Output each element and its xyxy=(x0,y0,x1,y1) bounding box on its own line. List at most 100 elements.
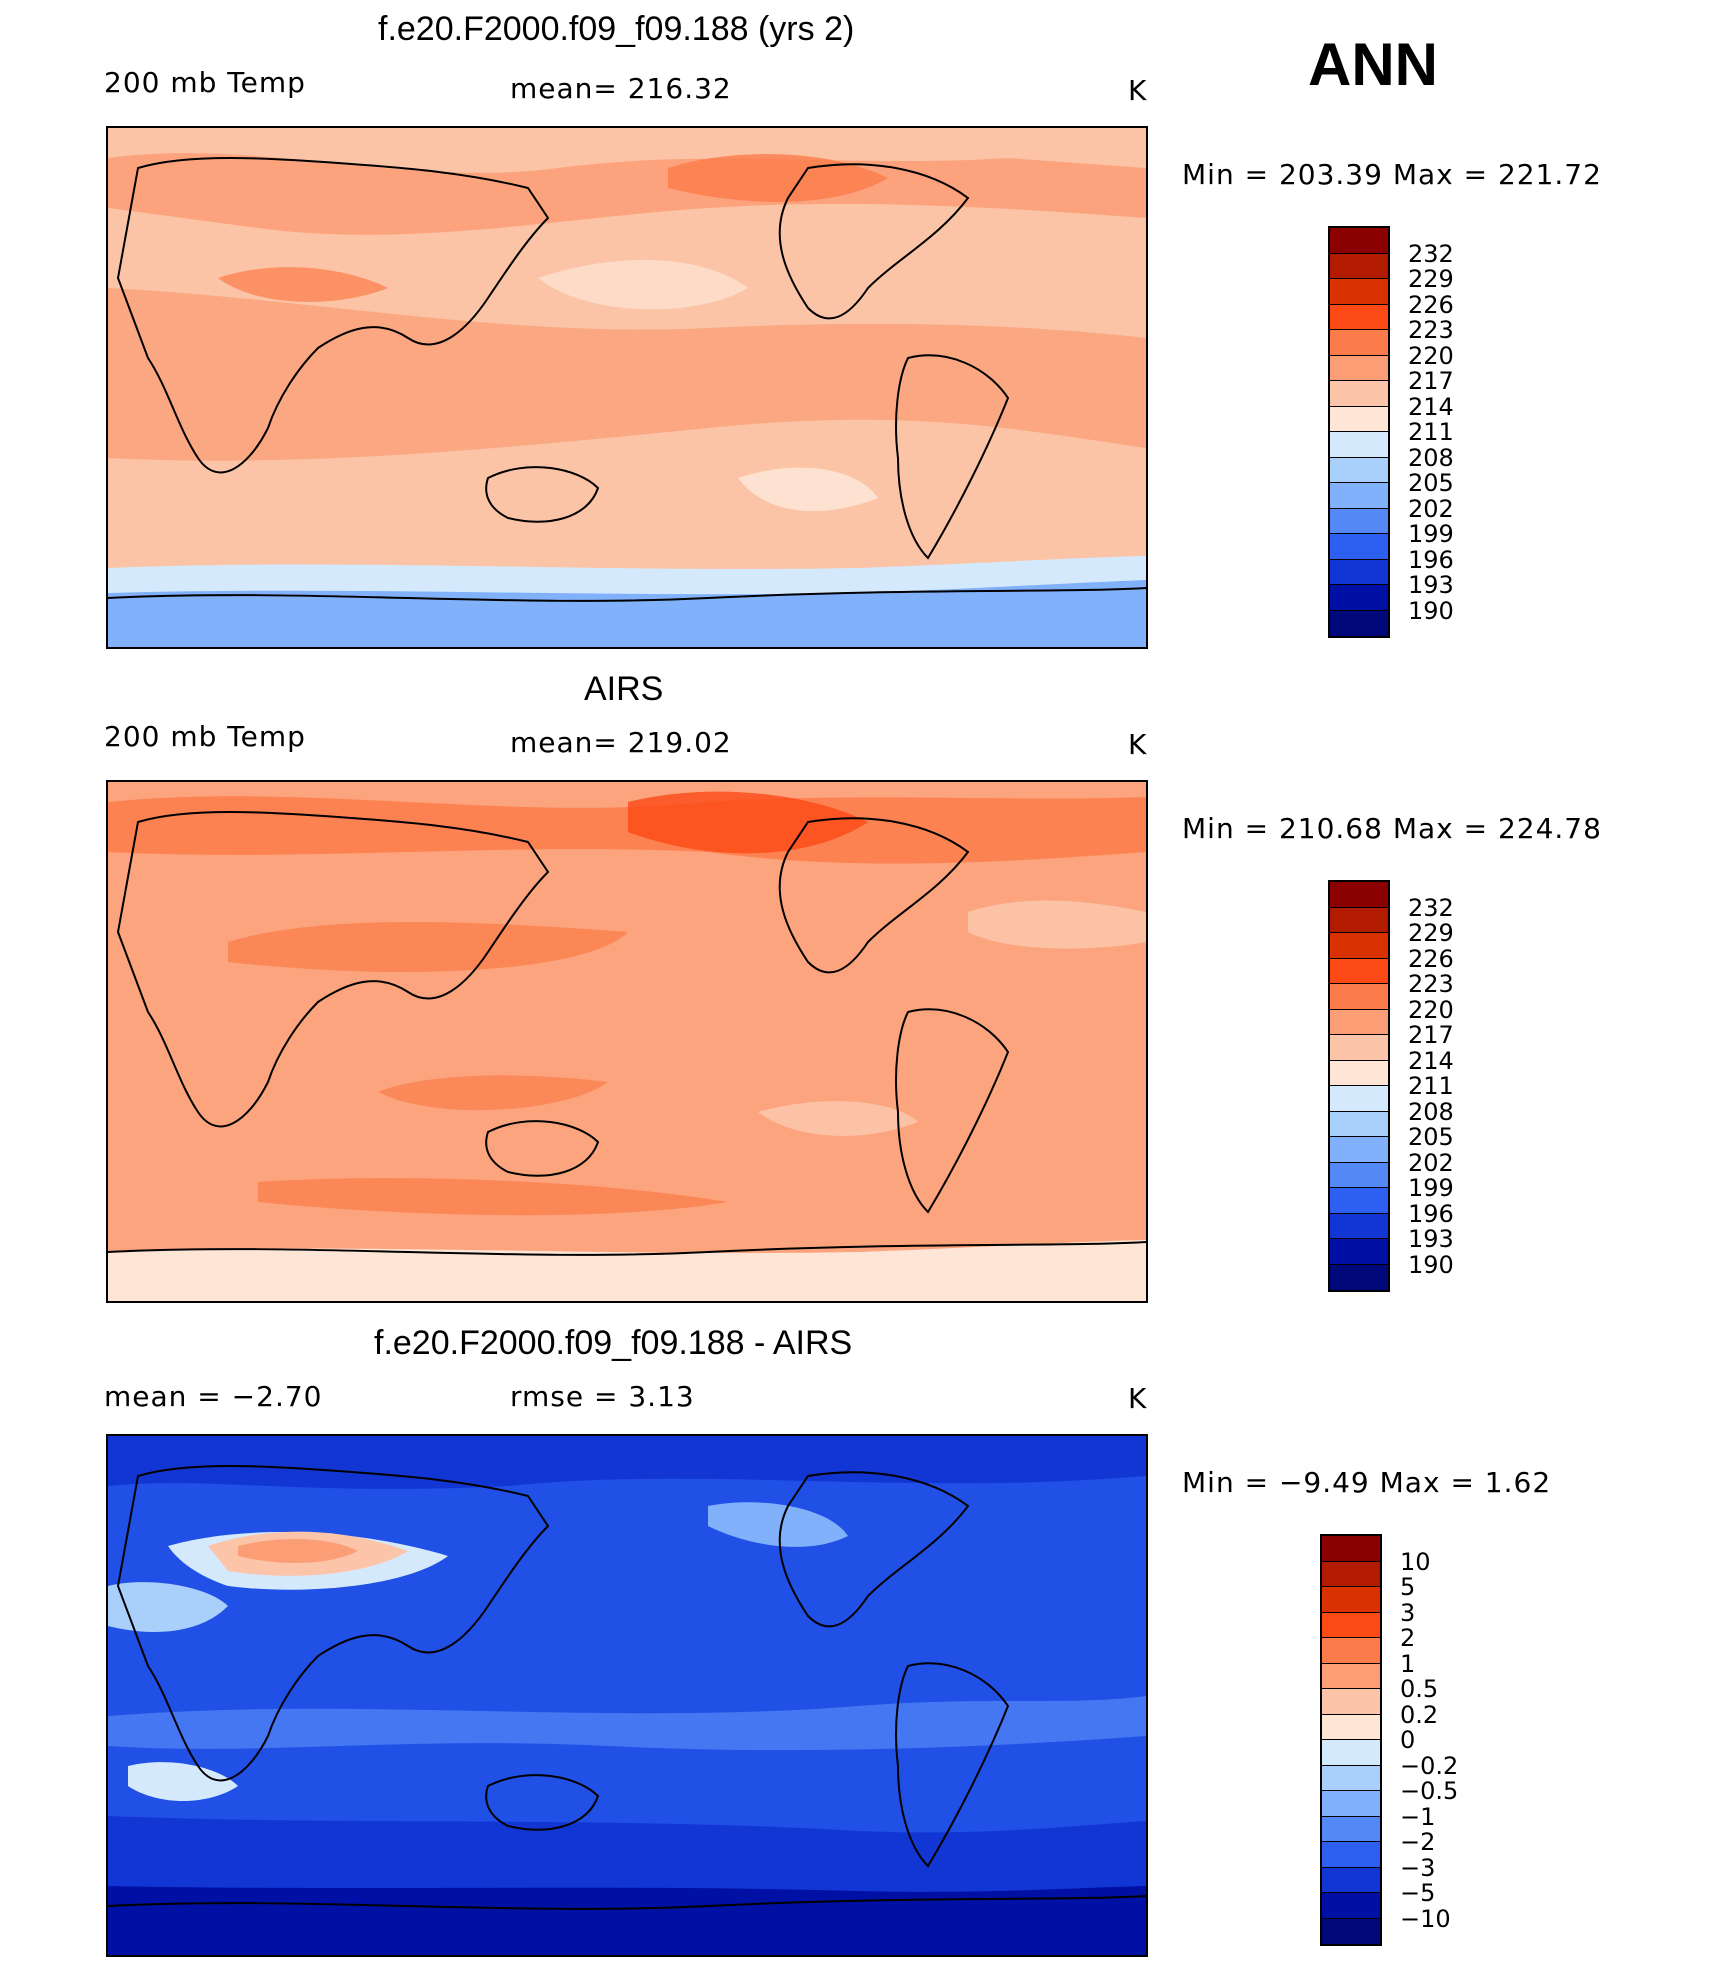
colorbar-swatch xyxy=(1330,585,1388,611)
coastlines xyxy=(108,157,1146,602)
colorbar-tick-label: 205 xyxy=(1408,1123,1454,1151)
colorbar-tick-label: 226 xyxy=(1408,290,1454,319)
colorbar-swatch xyxy=(1330,330,1388,356)
mean-label: mean= 219.02 xyxy=(510,726,732,759)
colorbar xyxy=(1320,1534,1382,1946)
colorbar-tick-label: 217 xyxy=(1408,1021,1454,1049)
colorbar-swatch xyxy=(1330,483,1388,509)
colorbar-tick-label: 214 xyxy=(1408,1046,1454,1075)
colorbar xyxy=(1328,880,1390,1292)
panel-title: f.e20.F2000.f09_f09.188 - AIRS xyxy=(374,1324,853,1362)
colorbar-tick-label: 211 xyxy=(1408,418,1454,446)
colorbar-tick-label: 2 xyxy=(1400,1624,1416,1652)
colorbar-swatch xyxy=(1330,1111,1388,1137)
colorbar-tick-label: 190 xyxy=(1408,1250,1454,1279)
hot-region-australia xyxy=(378,1075,608,1111)
colorbar-tick-label: −2 xyxy=(1400,1828,1436,1856)
coastlines xyxy=(108,1465,1146,1910)
colorbar-tick-label: 232 xyxy=(1408,893,1454,922)
mean-label: mean = −2.70 xyxy=(104,1380,323,1413)
hot-region-arctic xyxy=(668,154,888,202)
panel-title: f.e20.F2000.f09_f09.188 (yrs 2) xyxy=(378,10,855,48)
colorbar-swatch xyxy=(1330,534,1388,560)
colorbar-swatch xyxy=(1330,907,1388,933)
colorbar-tick-label: 193 xyxy=(1408,571,1454,599)
minmax-label: Min = 203.39 Max = 221.72 xyxy=(1182,158,1602,191)
colorbar-swatch xyxy=(1330,279,1388,305)
mean-label: mean= 216.32 xyxy=(510,72,732,105)
season-label: ANN xyxy=(1308,31,1438,98)
colorbar-tick-label: 190 xyxy=(1408,596,1454,625)
colorbar-tick-label: 202 xyxy=(1408,1148,1454,1177)
hot-region-asia xyxy=(228,922,628,972)
colorbar-swatch xyxy=(1330,381,1388,407)
colorbar-swatch xyxy=(1322,1867,1380,1893)
colorbar-swatch xyxy=(1330,508,1388,534)
colorbar-tick-label: 208 xyxy=(1408,443,1454,472)
colorbar-tick-label: 223 xyxy=(1408,316,1454,344)
colorbar-swatch xyxy=(1330,933,1388,959)
colorbar-tick-label: 232 xyxy=(1408,239,1454,268)
temperature-map xyxy=(106,126,1148,649)
warm-region-eurasia-core xyxy=(238,1539,358,1563)
colorbar-tick-label: 211 xyxy=(1408,1072,1454,1100)
colorbar-swatch xyxy=(1330,1137,1388,1163)
minmax-label: Min = 210.68 Max = 224.78 xyxy=(1182,812,1602,845)
colorbar-swatch xyxy=(1322,1816,1380,1842)
hot-region-tibet xyxy=(218,267,388,302)
difference-map xyxy=(106,1434,1148,1957)
colorbar-swatch xyxy=(1322,1714,1380,1740)
colorbar-swatch xyxy=(1330,355,1388,381)
colorbar-swatch xyxy=(1330,1239,1388,1265)
colorbar-tick-label: 229 xyxy=(1408,919,1454,947)
colorbar-swatch xyxy=(1330,1162,1388,1188)
colorbar-tick-label: 0.2 xyxy=(1400,1700,1439,1729)
colorbar-tick-label: 10 xyxy=(1400,1547,1431,1576)
cool-region-spacific xyxy=(758,1101,918,1136)
colorbar xyxy=(1328,226,1390,638)
colorbar-tick-label: 208 xyxy=(1408,1097,1454,1126)
colorbar-tick-label: 220 xyxy=(1408,995,1454,1024)
colorbar-tick-label: 229 xyxy=(1408,265,1454,293)
colorbar-swatch xyxy=(1322,1612,1380,1638)
variable-label: 200 mb Temp xyxy=(104,66,306,99)
colorbar-tick-label: 196 xyxy=(1408,545,1454,574)
colorbar-swatch xyxy=(1330,432,1388,458)
colorbar-swatch xyxy=(1330,1264,1388,1290)
colorbar-swatch xyxy=(1330,304,1388,330)
colorbar-swatch xyxy=(1330,984,1388,1010)
colorbar-tick-label: 196 xyxy=(1408,1199,1454,1228)
colorbar-tick-label: 1 xyxy=(1400,1649,1416,1678)
map-background xyxy=(108,782,1146,1301)
cool-region-npacific xyxy=(538,259,748,310)
colorbar-tick-label: −0.5 xyxy=(1400,1777,1459,1805)
colorbar-swatch xyxy=(1330,610,1388,636)
hot-region-arctic xyxy=(628,791,868,854)
deepest-band-antarctica xyxy=(108,1886,1146,1955)
colorbar-swatch xyxy=(1322,1740,1380,1766)
hot-band-southern xyxy=(258,1178,728,1216)
colorbar-swatch xyxy=(1330,228,1388,254)
temperature-map xyxy=(106,780,1148,1303)
colorbar-tick-label: 220 xyxy=(1408,341,1454,370)
cool-region-spacific xyxy=(738,467,878,512)
warm-band-northern xyxy=(108,153,1146,235)
colorbar-tick-label: 3 xyxy=(1400,1598,1416,1627)
colorbar-swatch xyxy=(1322,1689,1380,1715)
colorbar-tick-label: 0.5 xyxy=(1400,1675,1439,1703)
colorbar-swatch xyxy=(1330,559,1388,585)
colorbar-swatch xyxy=(1330,1213,1388,1239)
colorbar-swatch xyxy=(1330,406,1388,432)
colorbar-swatch xyxy=(1322,1663,1380,1689)
colorbar-swatch xyxy=(1322,1765,1380,1791)
colorbar-swatch xyxy=(1322,1893,1380,1919)
colorbar-swatch xyxy=(1330,457,1388,483)
colorbar-swatch xyxy=(1330,1035,1388,1061)
colorbar-swatch xyxy=(1322,1638,1380,1664)
coastlines xyxy=(108,811,1146,1256)
units-label: K xyxy=(1128,728,1148,761)
colorbar-swatch xyxy=(1322,1587,1380,1613)
colorbar-swatch xyxy=(1322,1791,1380,1817)
cool-region-atlantic xyxy=(968,900,1146,949)
colorbar-tick-label: 202 xyxy=(1408,494,1454,523)
